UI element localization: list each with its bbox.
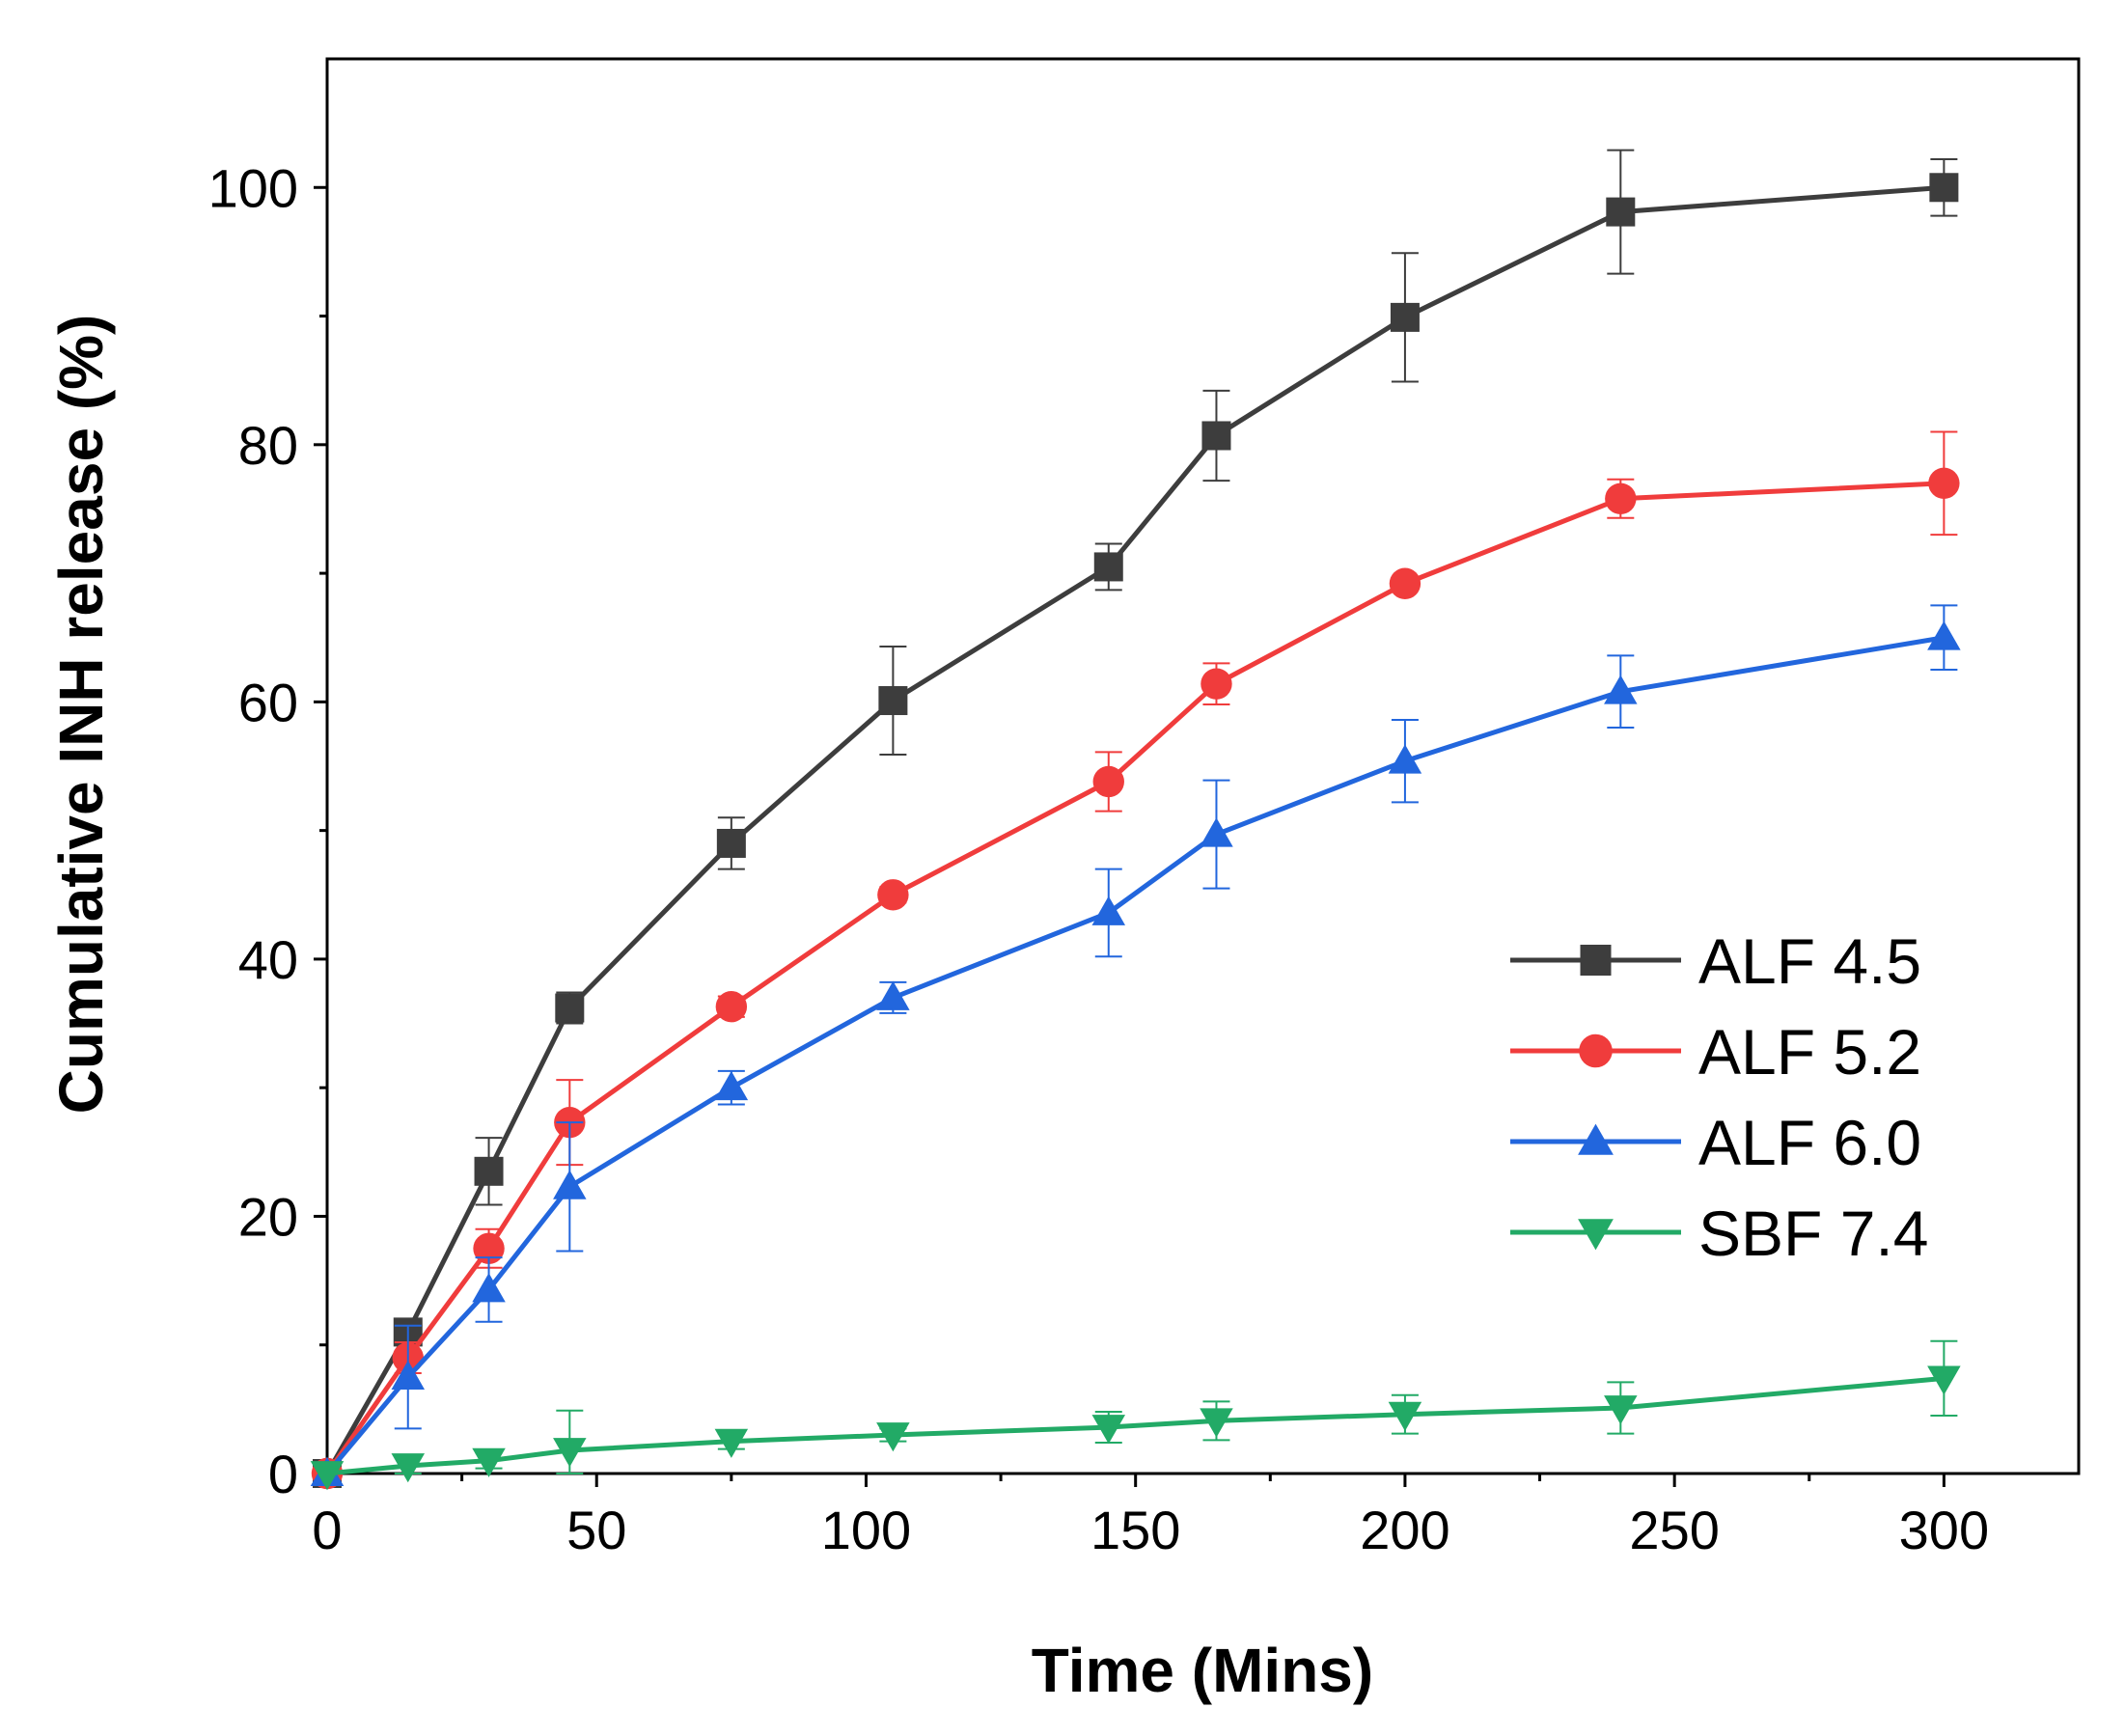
data-point [1201,421,1231,451]
y-tick-label: 20 [238,1186,298,1247]
data-point [1390,302,1420,332]
legend-marker [1578,1219,1614,1251]
data-point [1605,482,1637,514]
data-point [1928,467,1960,499]
data-point [555,993,585,1023]
x-tick-label: 100 [821,1500,911,1560]
data-point [1927,1365,1961,1395]
data-point [1388,744,1422,774]
legend-label: ALF 6.0 [1698,1107,1921,1178]
data-point [1929,173,1959,203]
data-point [391,1453,426,1483]
data-point [391,1360,426,1390]
y-tick-label: 80 [238,415,298,476]
y-axis-title: Cumulative INH release (%) [46,315,116,1115]
data-point [474,1156,504,1186]
legend-item-sbf-7-4: SBF 7.4 [1510,1198,1928,1269]
data-point [1606,197,1636,227]
data-point [472,1273,506,1303]
x-tick-label: 0 [312,1500,342,1560]
data-point [714,1070,749,1101]
legend-marker [1578,1123,1614,1155]
data-point [716,828,746,858]
x-tick-label: 50 [566,1500,626,1560]
data-point [1604,1395,1638,1425]
series-alf-5-2 [311,430,1960,1490]
legend-label: ALF 4.5 [1698,925,1921,997]
data-point [310,1461,345,1491]
data-point [1093,552,1123,582]
data-point [1091,1415,1126,1445]
data-point [1092,765,1124,798]
x-tick-label: 150 [1090,1500,1180,1560]
legend-item-alf-6-0: ALF 6.0 [1510,1107,1921,1178]
data-point [715,991,748,1023]
data-point [553,1438,587,1468]
data-point [878,686,908,716]
plot-frame [325,57,2081,1475]
x-tick-label: 250 [1629,1500,1719,1560]
series-alf-6-0 [310,604,1961,1486]
series-layer [310,149,1961,1491]
data-point [472,1447,506,1477]
data-point [1200,817,1233,847]
y-tick-label: 60 [238,672,298,732]
data-point [876,980,910,1010]
data-point [1389,567,1421,599]
legend-label: ALF 5.2 [1698,1016,1921,1088]
legend-marker [1580,945,1612,976]
legend: ALF 4.5 ALF 5.2 ALF 6.0 SBF 7.4 [1510,925,1928,1269]
data-point [1200,1408,1233,1438]
x-axis-title: Time (Mins) [1032,1636,1373,1705]
data-point [473,1232,505,1264]
y-tick-label: 0 [268,1444,298,1504]
data-point [876,1422,910,1452]
x-tick-label: 300 [1899,1500,1989,1560]
legend-item-alf-5-2: ALF 5.2 [1510,1016,1921,1088]
data-point [714,1428,749,1458]
data-point [1091,896,1126,925]
data-point [1927,620,1961,650]
data-point [553,1170,587,1199]
data-point [1388,1401,1422,1431]
legend-label: SBF 7.4 [1698,1198,1928,1269]
series-alf-4-5 [313,149,1959,1488]
data-point [1604,675,1638,704]
legend-item-alf-4-5: ALF 4.5 [1510,925,1921,997]
series-sbf-7-4 [310,1339,1961,1491]
y-tick-label: 40 [238,929,298,990]
legend-marker [1579,1033,1613,1068]
ticks-layer: 0 50 100 150 200 250 300 0 20 40 60 80 100 [208,157,1990,1560]
series-line [324,184,1945,1475]
x-tick-label: 200 [1360,1500,1449,1560]
data-point [1200,668,1232,700]
data-point [877,879,909,911]
y-tick-label: 100 [208,157,298,218]
